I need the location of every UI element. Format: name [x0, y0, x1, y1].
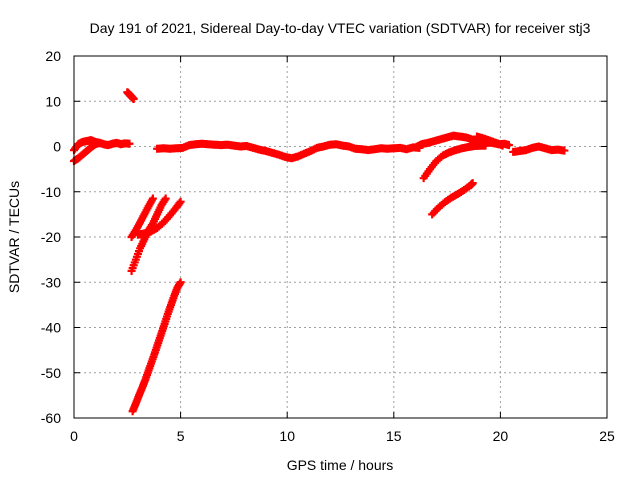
data-point: [95, 138, 104, 147]
series-arc-6: [428, 179, 477, 219]
series-arc-1: [127, 194, 157, 241]
x-tick-label: 5: [177, 428, 185, 444]
y-tick-label: -10: [41, 184, 61, 200]
data-point: [161, 194, 170, 203]
y-tick-label: -20: [41, 229, 61, 245]
y-tick-label: -60: [41, 410, 61, 426]
series-baseline-mid: [153, 139, 424, 163]
x-tick-label: 20: [493, 428, 509, 444]
x-tick-label: 0: [70, 428, 78, 444]
series-arc-4: [128, 278, 185, 416]
data-points: [70, 88, 569, 416]
y-tick-label: -30: [41, 274, 61, 290]
series-arc-5: [419, 141, 490, 183]
x-tick-label: 15: [386, 428, 402, 444]
series-baseline-tail: [509, 142, 569, 156]
data-point: [176, 197, 185, 206]
chart-title: Day 191 of 2021, Sidereal Day-to-day VTE…: [90, 20, 591, 36]
y-tick-label: 10: [45, 93, 61, 109]
y-tick-label: -40: [41, 320, 61, 336]
data-point: [468, 179, 477, 188]
data-point: [560, 146, 569, 155]
series-arc-7: [472, 132, 507, 150]
data-point: [176, 278, 185, 287]
x-tick-labels: 0 5 10 15 20 25: [70, 428, 615, 444]
y-tick-label: 20: [45, 48, 61, 64]
x-axis-label: GPS time / hours: [287, 457, 394, 473]
series-baseline-a: [70, 138, 134, 165]
y-tick-labels: 20 10 0 -10 -20 -30 -40 -50 -60: [41, 48, 61, 426]
data-point: [125, 139, 134, 148]
y-tick-label: 0: [53, 139, 61, 155]
data-point: [129, 94, 138, 103]
x-tick-label: 25: [599, 428, 615, 444]
plot-frame: [73, 55, 608, 419]
y-axis-label: SDTVAR / TECUs: [6, 181, 22, 293]
x-tick-label: 10: [279, 428, 295, 444]
series-arc-3: [133, 197, 185, 239]
data-point: [148, 194, 157, 203]
data-point: [498, 141, 507, 150]
y-tick-label: -50: [41, 365, 61, 381]
series-early-spike: [123, 88, 138, 103]
